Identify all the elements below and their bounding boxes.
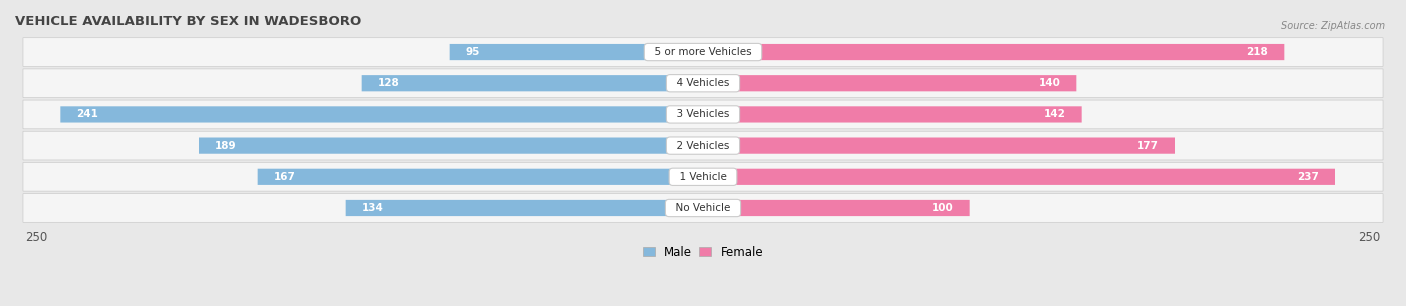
FancyBboxPatch shape <box>703 75 1077 91</box>
Text: 4 Vehicles: 4 Vehicles <box>671 78 735 88</box>
Text: 5 or more Vehicles: 5 or more Vehicles <box>648 47 758 57</box>
FancyBboxPatch shape <box>22 100 1384 129</box>
Text: No Vehicle: No Vehicle <box>669 203 737 213</box>
FancyBboxPatch shape <box>22 194 1384 222</box>
Text: 237: 237 <box>1298 172 1319 182</box>
Text: 189: 189 <box>215 141 236 151</box>
Text: 134: 134 <box>361 203 384 213</box>
FancyBboxPatch shape <box>703 169 1336 185</box>
FancyBboxPatch shape <box>346 200 703 216</box>
FancyBboxPatch shape <box>22 38 1384 66</box>
FancyBboxPatch shape <box>703 200 970 216</box>
FancyBboxPatch shape <box>703 106 1081 122</box>
FancyBboxPatch shape <box>361 75 703 91</box>
Text: Source: ZipAtlas.com: Source: ZipAtlas.com <box>1281 21 1385 32</box>
Text: 177: 177 <box>1137 141 1159 151</box>
Text: 140: 140 <box>1039 78 1060 88</box>
Text: 95: 95 <box>465 47 479 57</box>
FancyBboxPatch shape <box>450 44 703 60</box>
Legend: Male, Female: Male, Female <box>638 241 768 263</box>
FancyBboxPatch shape <box>703 44 1284 60</box>
Text: 2 Vehicles: 2 Vehicles <box>671 141 735 151</box>
FancyBboxPatch shape <box>22 131 1384 160</box>
FancyBboxPatch shape <box>22 69 1384 98</box>
Text: 128: 128 <box>378 78 399 88</box>
Text: 1 Vehicle: 1 Vehicle <box>673 172 733 182</box>
Text: 100: 100 <box>932 203 953 213</box>
Text: 218: 218 <box>1247 47 1268 57</box>
Text: 3 Vehicles: 3 Vehicles <box>671 110 735 119</box>
Text: 142: 142 <box>1043 110 1066 119</box>
Text: VEHICLE AVAILABILITY BY SEX IN WADESBORO: VEHICLE AVAILABILITY BY SEX IN WADESBORO <box>15 15 361 28</box>
FancyBboxPatch shape <box>703 137 1175 154</box>
Text: 167: 167 <box>274 172 295 182</box>
FancyBboxPatch shape <box>257 169 703 185</box>
FancyBboxPatch shape <box>60 106 703 122</box>
FancyBboxPatch shape <box>22 162 1384 191</box>
Text: 241: 241 <box>76 110 98 119</box>
FancyBboxPatch shape <box>200 137 703 154</box>
